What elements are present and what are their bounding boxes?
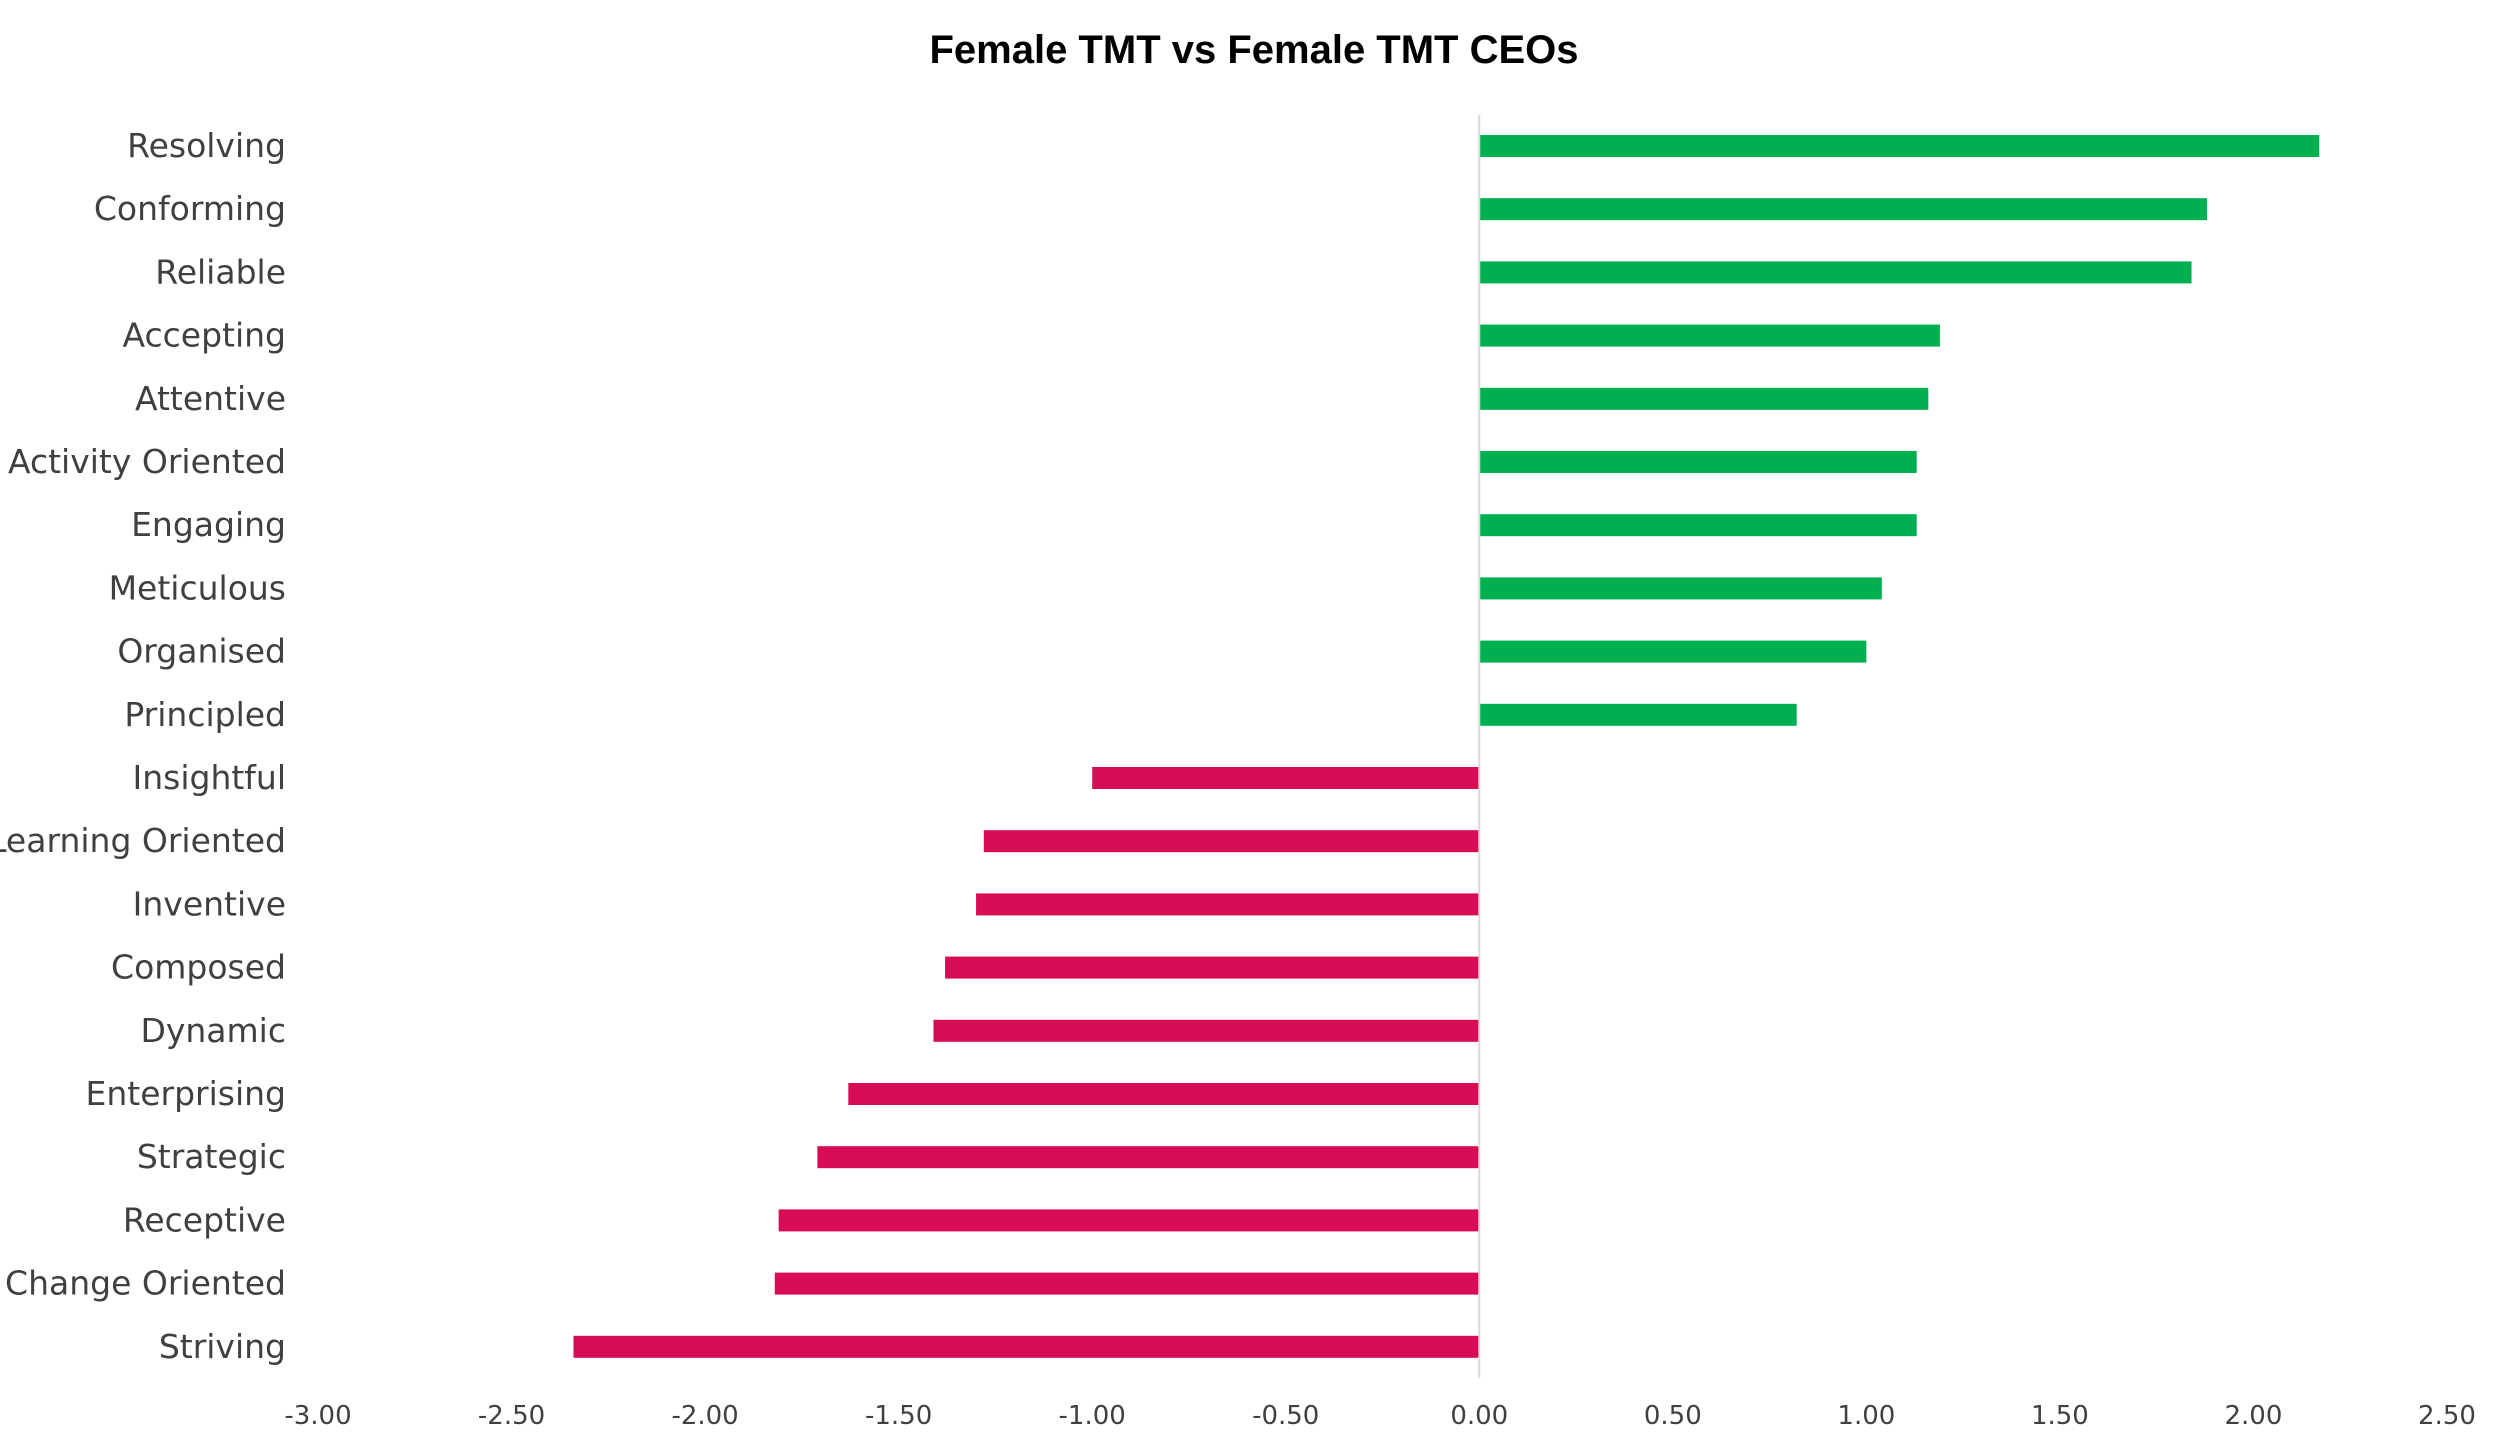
x-tick-label: 2.50 <box>2418 1401 2476 1431</box>
x-tick-label: -3.00 <box>284 1401 351 1431</box>
category-label: Receptive <box>123 1200 286 1239</box>
bar-principled <box>1479 703 1797 726</box>
bars-group <box>573 135 2320 1358</box>
category-label: Activity Oriented <box>8 442 286 481</box>
bar-organised <box>1479 640 1867 663</box>
category-label: Accepting <box>122 316 286 355</box>
category-label: Engaging <box>131 505 286 544</box>
bar-engaging <box>1479 514 1917 537</box>
category-label: Reliable <box>155 252 286 291</box>
bar-insightful <box>1092 767 1480 789</box>
x-tick-label: -2.00 <box>671 1401 738 1431</box>
bar-striving <box>573 1335 1480 1358</box>
category-label: Change Oriented <box>5 1264 286 1303</box>
bar-accepting <box>1479 324 1940 347</box>
category-label: Strategic <box>137 1137 286 1176</box>
x-tick-label: 1.00 <box>1837 1401 1895 1431</box>
category-label: Organised <box>117 632 286 671</box>
bar-reliable <box>1479 261 2192 284</box>
x-tick-label: -0.50 <box>1252 1401 1319 1431</box>
x-tick-label: 0.00 <box>1450 1401 1508 1431</box>
bar-conforming <box>1479 198 2208 221</box>
bar-enterprising <box>848 1083 1480 1105</box>
bar-inventive <box>976 893 1480 916</box>
bar-activity-oriented <box>1479 451 1917 473</box>
category-label: Striving <box>159 1327 286 1366</box>
category-label: Enterprising <box>86 1074 286 1113</box>
x-tick-label: 1.50 <box>2031 1401 2089 1431</box>
category-label: Conforming <box>94 189 286 228</box>
x-axis-tick-labels: -3.00 -2.50 -2.00 -1.50 -1.00 -0.50 0.00 0.50 1.… <box>284 1401 2476 1431</box>
bar-change-oriented <box>774 1272 1480 1295</box>
x-tick-label: 2.00 <box>2225 1401 2283 1431</box>
category-label: Composed <box>111 948 286 987</box>
category-label: Meticulous <box>109 568 286 607</box>
category-label: Learning Oriented <box>0 821 286 860</box>
chart-title: Female TMT vs Female TMT CEOs <box>929 28 1578 72</box>
category-label: Principled <box>124 695 286 734</box>
bar-dynamic <box>933 1019 1480 1042</box>
category-label: Attentive <box>135 379 286 418</box>
bar-learning-oriented <box>983 830 1480 853</box>
x-tick-label: -1.50 <box>865 1401 932 1431</box>
category-label: Inventive <box>133 884 286 923</box>
bar-attentive <box>1479 387 1929 410</box>
bar-meticulous <box>1479 577 1882 600</box>
x-tick-label: 0.50 <box>1644 1401 1702 1431</box>
bar-composed <box>945 956 1480 979</box>
category-label: Insightful <box>132 758 286 797</box>
category-labels: Resolving Conforming Reliable Accepting Atte… <box>0 126 286 1366</box>
bar-strategic <box>817 1146 1480 1169</box>
category-label: Dynamic <box>140 1011 286 1050</box>
bar-resolving <box>1479 135 2320 157</box>
x-tick-label: -2.50 <box>478 1401 545 1431</box>
bar-receptive <box>778 1209 1480 1232</box>
category-label: Resolving <box>127 126 286 165</box>
x-tick-label: -1.00 <box>1059 1401 1126 1431</box>
